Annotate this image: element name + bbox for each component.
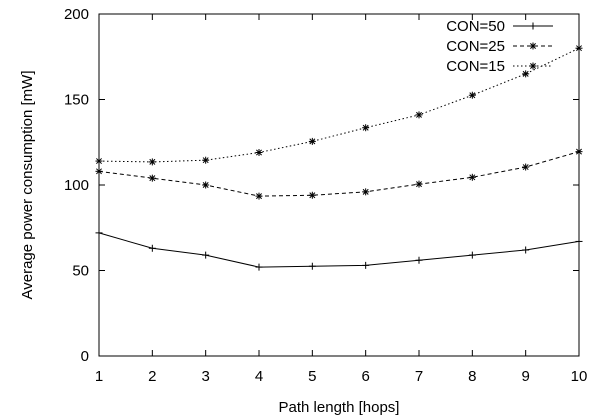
point-marker-stroke [256, 149, 262, 156]
point-marker-stroke [469, 92, 476, 99]
point-marker-stroke [522, 164, 529, 171]
data-point [202, 251, 210, 259]
data-point [468, 251, 476, 259]
point-marker-stroke [309, 192, 316, 199]
x-tick-label: 6 [361, 368, 369, 385]
data-point [148, 244, 156, 252]
point-marker-stroke [416, 111, 422, 118]
series-con-50 [95, 229, 583, 271]
point-marker-stroke [96, 168, 102, 175]
data-point [308, 137, 316, 145]
data-point [575, 44, 583, 52]
y-tick-label: 150 [64, 92, 89, 109]
data-point [255, 192, 263, 200]
x-tick-label: 7 [415, 368, 423, 385]
point-marker-stroke [96, 158, 102, 165]
series-con-15 [95, 44, 583, 166]
data-point [202, 156, 210, 164]
point-marker-stroke [202, 182, 209, 188]
point-marker-stroke [530, 43, 536, 49]
legend: CON=50 CON=25 CON=15 [446, 18, 553, 75]
point-marker-stroke [362, 188, 369, 195]
series-group [95, 44, 583, 271]
y-tick-label: 100 [64, 177, 89, 194]
x-tick-label: 3 [201, 368, 209, 385]
x-tick-label: 4 [255, 368, 263, 385]
data-point [415, 180, 423, 188]
x-tick-label: 1 [95, 368, 103, 385]
legend-item: CON=15 [446, 58, 553, 75]
point-marker-stroke [149, 175, 156, 182]
point-marker-stroke [149, 158, 156, 165]
data-point [468, 173, 476, 181]
data-point [255, 149, 263, 157]
series-line [98, 232, 580, 268]
x-tick-label: 8 [468, 368, 476, 385]
data-point [522, 246, 530, 254]
point-marker-stroke [416, 181, 422, 188]
point-marker-stroke [309, 138, 316, 145]
data-point [575, 148, 583, 156]
data-point [415, 256, 423, 264]
data-point [362, 124, 370, 132]
point-marker-stroke [530, 63, 536, 69]
data-point [148, 174, 156, 182]
series-line [98, 151, 580, 197]
data-point [362, 261, 370, 269]
point-marker-stroke [202, 157, 209, 164]
data-point [522, 163, 530, 171]
y-axis-label: Average power consumption [mW] [19, 71, 36, 300]
x-tick-label: 2 [148, 368, 156, 385]
legend-item: CON=50 [446, 18, 553, 35]
point-marker-stroke [469, 174, 476, 181]
data-point [148, 158, 156, 166]
data-point [95, 229, 103, 237]
legend-label: CON=25 [446, 38, 505, 55]
point-marker-stroke [362, 124, 369, 131]
y-tick-label: 50 [72, 263, 89, 280]
data-point [95, 167, 103, 175]
point-marker-stroke [256, 193, 262, 200]
x-axis-label: Path length [hops] [279, 399, 400, 416]
data-point [308, 262, 316, 270]
series-line [98, 47, 580, 163]
legend-item: CON=25 [446, 38, 553, 55]
data-point [415, 111, 423, 119]
data-point [468, 91, 476, 99]
x-tick-label: 10 [571, 368, 588, 385]
data-point [522, 70, 530, 78]
data-point [255, 263, 263, 271]
data-point [362, 188, 370, 196]
data-point [95, 157, 103, 165]
legend-label: CON=15 [446, 58, 505, 75]
point-marker-stroke [522, 70, 529, 77]
x-tick-label: 9 [521, 368, 529, 385]
data-point [308, 191, 316, 199]
data-point [575, 237, 583, 245]
point-marker-stroke [576, 45, 582, 52]
series-con-25 [95, 148, 583, 200]
x-tick-label: 5 [308, 368, 316, 385]
point-marker-stroke [576, 148, 582, 155]
data-point [202, 181, 210, 189]
y-tick-label: 200 [64, 6, 89, 23]
plot-frame [98, 13, 580, 357]
legend-label: CON=50 [446, 18, 505, 35]
y-tick-label: 0 [81, 348, 89, 365]
